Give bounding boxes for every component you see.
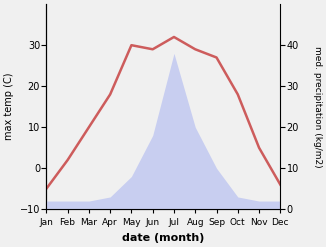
Y-axis label: med. precipitation (kg/m2): med. precipitation (kg/m2)	[313, 46, 322, 167]
Y-axis label: max temp (C): max temp (C)	[4, 73, 14, 141]
X-axis label: date (month): date (month)	[122, 233, 204, 243]
